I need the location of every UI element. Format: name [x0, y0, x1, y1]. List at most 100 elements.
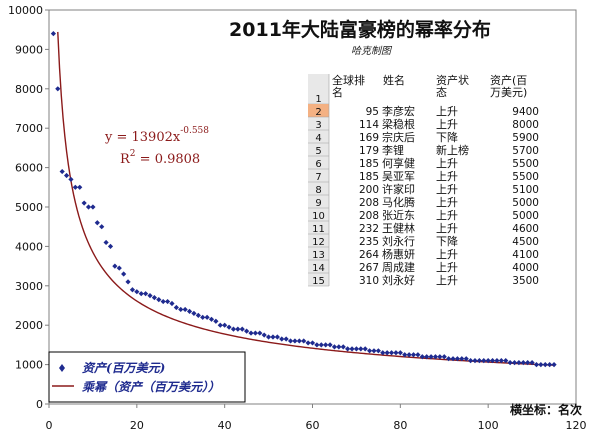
- data-point: [525, 360, 531, 366]
- data-point: [195, 312, 201, 318]
- data-point: [274, 334, 280, 340]
- y-tick-label: 10000: [8, 4, 43, 17]
- data-point: [402, 352, 408, 358]
- data-point: [503, 358, 509, 364]
- table-header-cell: 态: [436, 86, 447, 99]
- data-point: [230, 326, 237, 332]
- row-number-column: [308, 74, 329, 286]
- data-point: [94, 220, 100, 226]
- legend-label-scatter: 资产(百万美元): [82, 361, 165, 375]
- data-point: [186, 308, 193, 315]
- table-cell-status: 上升: [436, 222, 458, 235]
- table-cell-name: 王健林: [382, 221, 415, 235]
- data-point: [217, 322, 223, 328]
- table-cell-name: 刘永行: [382, 234, 415, 248]
- data-point: [309, 340, 316, 346]
- data-point: [138, 291, 144, 297]
- data-point: [160, 298, 166, 305]
- equation-base: y = 13902x: [104, 130, 181, 145]
- row-number: 3: [315, 120, 321, 131]
- data-point: [353, 346, 360, 352]
- data-point: [428, 354, 434, 360]
- data-point: [55, 86, 61, 92]
- data-point: [77, 184, 83, 190]
- table-cell-status: 上升: [436, 261, 458, 274]
- data-point: [279, 336, 285, 342]
- table-background: [308, 74, 545, 286]
- x-axis-title: 横坐标：名次: [510, 402, 582, 417]
- data-point: [476, 358, 482, 364]
- data-point: [151, 295, 157, 301]
- axes: 0100020003000400050006000700080009000100…: [8, 4, 587, 432]
- data-point: [511, 360, 518, 366]
- data-point: [116, 265, 122, 271]
- x-tick-label: 40: [218, 419, 232, 432]
- r-squared-value: = 0.9808: [136, 152, 201, 167]
- legend-marker-diamond-icon: [59, 364, 65, 372]
- table-cell-assets: 5100: [512, 184, 539, 196]
- table-cell-name: 李彦宏: [382, 104, 415, 118]
- row-number: 4: [315, 133, 321, 144]
- chart-title: 2011年大陆富豪榜的幂率分布: [229, 18, 491, 41]
- data-point: [287, 338, 294, 344]
- table-header-cell: 名: [332, 85, 343, 99]
- x-tick-label: 0: [46, 419, 53, 432]
- table-cell-rank: 264: [359, 249, 379, 261]
- table-header-cell: 资产(百: [490, 73, 527, 87]
- table-cell-rank: 235: [359, 236, 379, 248]
- x-tick-label: 80: [393, 419, 407, 432]
- data-point: [542, 362, 548, 368]
- data-point: [134, 289, 140, 295]
- data-point: [520, 360, 526, 366]
- data-point: [182, 306, 188, 313]
- table-cell-rank: 169: [359, 132, 379, 144]
- row-number: 2: [315, 107, 321, 118]
- table-cell-name: 宗庆后: [382, 130, 415, 144]
- table-cell-assets: 5500: [512, 171, 539, 183]
- y-tick-label: 5000: [15, 201, 43, 214]
- data-point: [204, 314, 210, 320]
- y-tick-label: 4000: [15, 240, 43, 253]
- data-point: [388, 350, 395, 356]
- data-point: [301, 338, 307, 344]
- data-point: [437, 354, 443, 360]
- data-point: [529, 360, 535, 366]
- fit-equation: y = 13902x-0.558 R2 = 0.9808: [104, 126, 209, 167]
- data-point: [327, 342, 333, 348]
- r-squared-exponent: 2: [130, 149, 136, 159]
- table-cell-name: 周成建: [382, 260, 415, 274]
- y-tick-label: 7000: [15, 122, 43, 135]
- data-point: [283, 336, 289, 342]
- data-point: [143, 291, 149, 297]
- table-cell-name: 何享健: [382, 156, 415, 170]
- table-cell-status: 上升: [436, 183, 458, 196]
- data-point: [375, 348, 381, 354]
- table-cell-assets: 3500: [512, 275, 539, 287]
- data-point: [432, 354, 439, 360]
- table-cell-assets: 5500: [512, 158, 539, 170]
- table-cell-status: 上升: [436, 209, 458, 222]
- table-header-cell: 姓名: [383, 73, 405, 87]
- data-point: [380, 350, 386, 356]
- table-cell-assets: 5000: [512, 210, 539, 222]
- row-number: 8: [315, 185, 321, 196]
- table-cell-rank: 208: [359, 210, 379, 222]
- data-point: [424, 354, 430, 360]
- table-cell-status: 上升: [436, 105, 458, 118]
- svg-text:R2 = 0.9808: R2 = 0.9808: [120, 149, 200, 167]
- data-point: [191, 310, 197, 316]
- data-point: [314, 342, 320, 348]
- table-cell-assets: 5900: [512, 132, 539, 144]
- row-number: 9: [315, 198, 321, 209]
- data-point: [323, 342, 329, 348]
- data-point: [81, 200, 87, 206]
- table-cell-rank: 310: [359, 275, 379, 287]
- table-cell-rank: 185: [359, 171, 379, 183]
- x-tick-label: 20: [130, 419, 144, 432]
- data-point: [384, 350, 390, 356]
- row-number: 6: [315, 159, 321, 170]
- table-cell-rank: 185: [359, 158, 379, 170]
- r-squared-label: R: [120, 152, 131, 167]
- data-point: [358, 346, 364, 352]
